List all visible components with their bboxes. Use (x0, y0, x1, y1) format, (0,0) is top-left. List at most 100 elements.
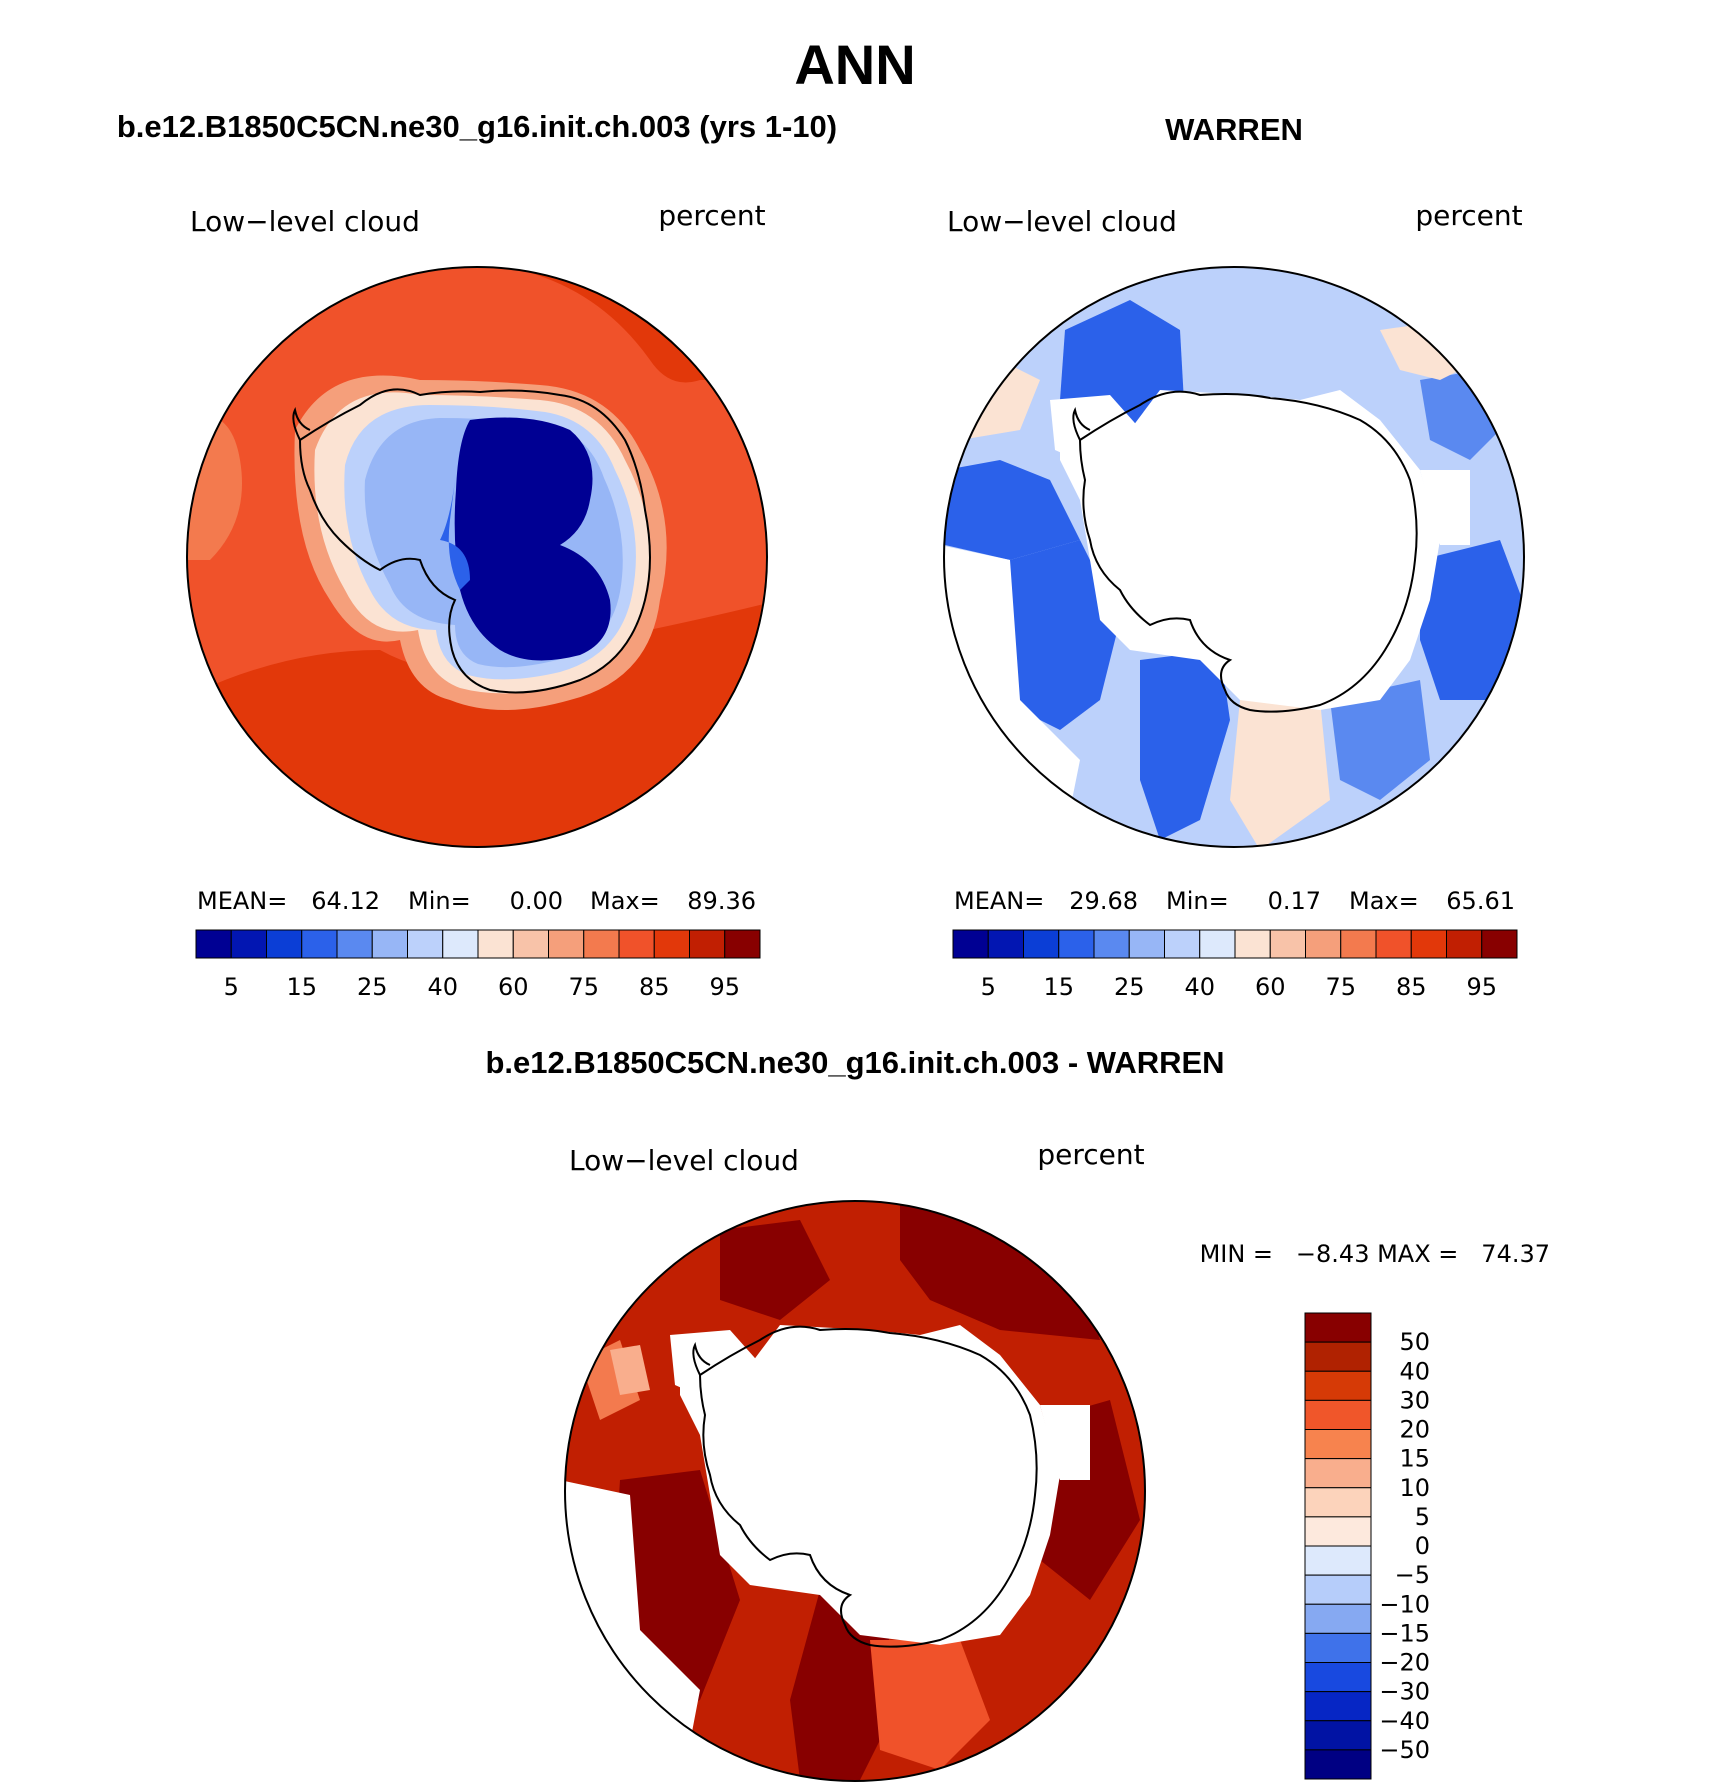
obs-max-value: 65.61 (1446, 887, 1515, 915)
diff-colorbar-swatch (1304, 1312, 1372, 1343)
model-panel-title: b.e12.B1850C5CN.ne30_g16.init.ch.003 (yr… (117, 109, 837, 144)
diff-colorbar-swatch (1304, 1458, 1372, 1489)
obs-colorbar-tick-label: 15 (1043, 973, 1074, 1001)
diff-colorbar-tick-label: −10 (1379, 1590, 1430, 1618)
model-colorbar-swatch (195, 929, 232, 959)
diff-colorbar-swatch (1304, 1370, 1372, 1401)
obs-colorbar-swatch (1340, 929, 1377, 959)
model-map (186, 266, 768, 848)
model-colorbar-swatch (477, 929, 514, 959)
obs-colorbar-swatch (987, 929, 1024, 959)
obs-max-label: Max= (1349, 887, 1419, 915)
model-units-label: percent (658, 199, 765, 232)
diff-stats: MIN = −8.43 MAX = 74.37 (1200, 1240, 1550, 1268)
model-colorbar-swatch (653, 929, 690, 959)
diff-colorbar-tick-label: 50 (1399, 1328, 1430, 1356)
model-mean-value: 64.12 (311, 887, 380, 915)
obs-colorbar-swatch (1023, 929, 1060, 959)
model-max-value: 89.36 (687, 887, 756, 915)
obs-colorbar-tick-label: 25 (1114, 973, 1145, 1001)
obs-colorbar-tick-label: 5 (981, 973, 996, 1001)
diff-colorbar-swatch (1304, 1662, 1372, 1693)
obs-mean-value: 29.68 (1069, 887, 1138, 915)
model-colorbar-swatch (548, 929, 585, 959)
main-title: ANN (794, 33, 915, 96)
model-variable-label: Low−level cloud (190, 205, 420, 238)
obs-stats: MEAN= 29.68 Min= 0.17 Max= 65.61 (954, 887, 1515, 915)
model-colorbar-swatch (724, 929, 761, 959)
model-colorbar-swatch (371, 929, 408, 959)
diff-colorbar-swatch (1304, 1487, 1372, 1518)
diff-colorbar-swatch (1304, 1720, 1372, 1751)
obs-colorbar-swatch (1128, 929, 1165, 959)
obs-min-label: Min= (1166, 887, 1229, 915)
diff-colorbar-tick-label: −5 (1395, 1561, 1430, 1589)
obs-map (943, 266, 1525, 848)
diff-colorbar-tick-label: 40 (1399, 1357, 1430, 1385)
obs-colorbar-swatch (1164, 929, 1201, 959)
diff-colorbar-tick-label: 20 (1399, 1416, 1430, 1444)
obs-colorbar-tick-label: 75 (1325, 973, 1356, 1001)
diff-colorbar-tick-label: −20 (1379, 1649, 1430, 1677)
diff-colorbar-swatch (1304, 1691, 1372, 1722)
obs-colorbar-tick-label: 40 (1184, 973, 1215, 1001)
diff-colorbar-swatch (1304, 1574, 1372, 1605)
diff-colorbar-tick-label: −50 (1379, 1736, 1430, 1764)
diff-colorbar-swatch (1304, 1749, 1372, 1780)
obs-colorbar-swatch (1058, 929, 1095, 959)
diff-colorbar-tick-label: 10 (1399, 1474, 1430, 1502)
obs-colorbar-tick-label: 85 (1396, 973, 1427, 1001)
diff-colorbar-swatch (1304, 1399, 1372, 1430)
obs-colorbar-swatch (1093, 929, 1130, 959)
obs-colorbar-swatch (1269, 929, 1306, 959)
model-colorbar-tick-label: 75 (568, 973, 599, 1001)
diff-units-label: percent (1037, 1138, 1144, 1171)
model-colorbar-swatch (230, 929, 267, 959)
diff-map (564, 1200, 1146, 1782)
model-colorbar-swatch (618, 929, 655, 959)
diff-colorbar-swatch (1304, 1429, 1372, 1460)
model-max-label: Max= (590, 887, 660, 915)
obs-colorbar-swatch (1305, 929, 1342, 959)
model-colorbar: 5 15 25 40 60 75 85 95 (195, 929, 761, 1001)
model-colorbar-swatch (266, 929, 303, 959)
model-min-label: Min= (408, 887, 471, 915)
model-colorbar-swatch (336, 929, 373, 959)
obs-colorbar-swatch (1234, 929, 1271, 959)
model-colorbar-swatch (442, 929, 479, 959)
model-min-value: 0.00 (510, 887, 563, 915)
obs-colorbar-swatch (1481, 929, 1518, 959)
diff-colorbar-tick-label: −15 (1379, 1619, 1430, 1647)
diff-colorbar-swatch (1304, 1341, 1372, 1372)
obs-colorbar-swatch (952, 929, 989, 959)
model-colorbar-tick-label: 95 (709, 973, 740, 1001)
obs-colorbar-swatch (1199, 929, 1236, 959)
obs-colorbar-swatch (1375, 929, 1412, 959)
model-colorbar-tick-label: 25 (357, 973, 388, 1001)
model-colorbar-swatch (301, 929, 338, 959)
model-colorbar-tick-label: 15 (286, 973, 317, 1001)
model-mean-label: MEAN= (197, 887, 287, 915)
model-stats: MEAN= 64.12 Min= 0.00 Max= 89.36 (197, 887, 756, 915)
obs-variable-label: Low−level cloud (947, 205, 1177, 238)
obs-panel-title: WARREN (1165, 112, 1303, 147)
diff-colorbar-tick-label: −40 (1379, 1707, 1430, 1735)
diff-colorbar-swatch (1304, 1632, 1372, 1663)
model-colorbar-swatch (512, 929, 549, 959)
diff-variable-label: Low−level cloud (569, 1144, 799, 1177)
model-colorbar-swatch (407, 929, 444, 959)
obs-colorbar-tick-label: 60 (1255, 973, 1286, 1001)
diff-colorbar-swatch (1304, 1516, 1372, 1547)
obs-mean-label: MEAN= (954, 887, 1044, 915)
diff-colorbar-tick-label: 15 (1399, 1445, 1430, 1473)
model-colorbar-swatch (583, 929, 620, 959)
diff-panel-title: b.e12.B1850C5CN.ne30_g16.init.ch.003 - W… (485, 1045, 1224, 1080)
obs-units-label: percent (1415, 199, 1522, 232)
diff-colorbar-swatch (1304, 1603, 1372, 1634)
obs-colorbar-swatch (1446, 929, 1483, 959)
model-colorbar-swatch (689, 929, 726, 959)
diff-colorbar-swatch (1304, 1545, 1372, 1576)
diff-colorbar-tick-label: 5 (1415, 1503, 1430, 1531)
diff-colorbar-tick-label: 0 (1415, 1532, 1430, 1560)
